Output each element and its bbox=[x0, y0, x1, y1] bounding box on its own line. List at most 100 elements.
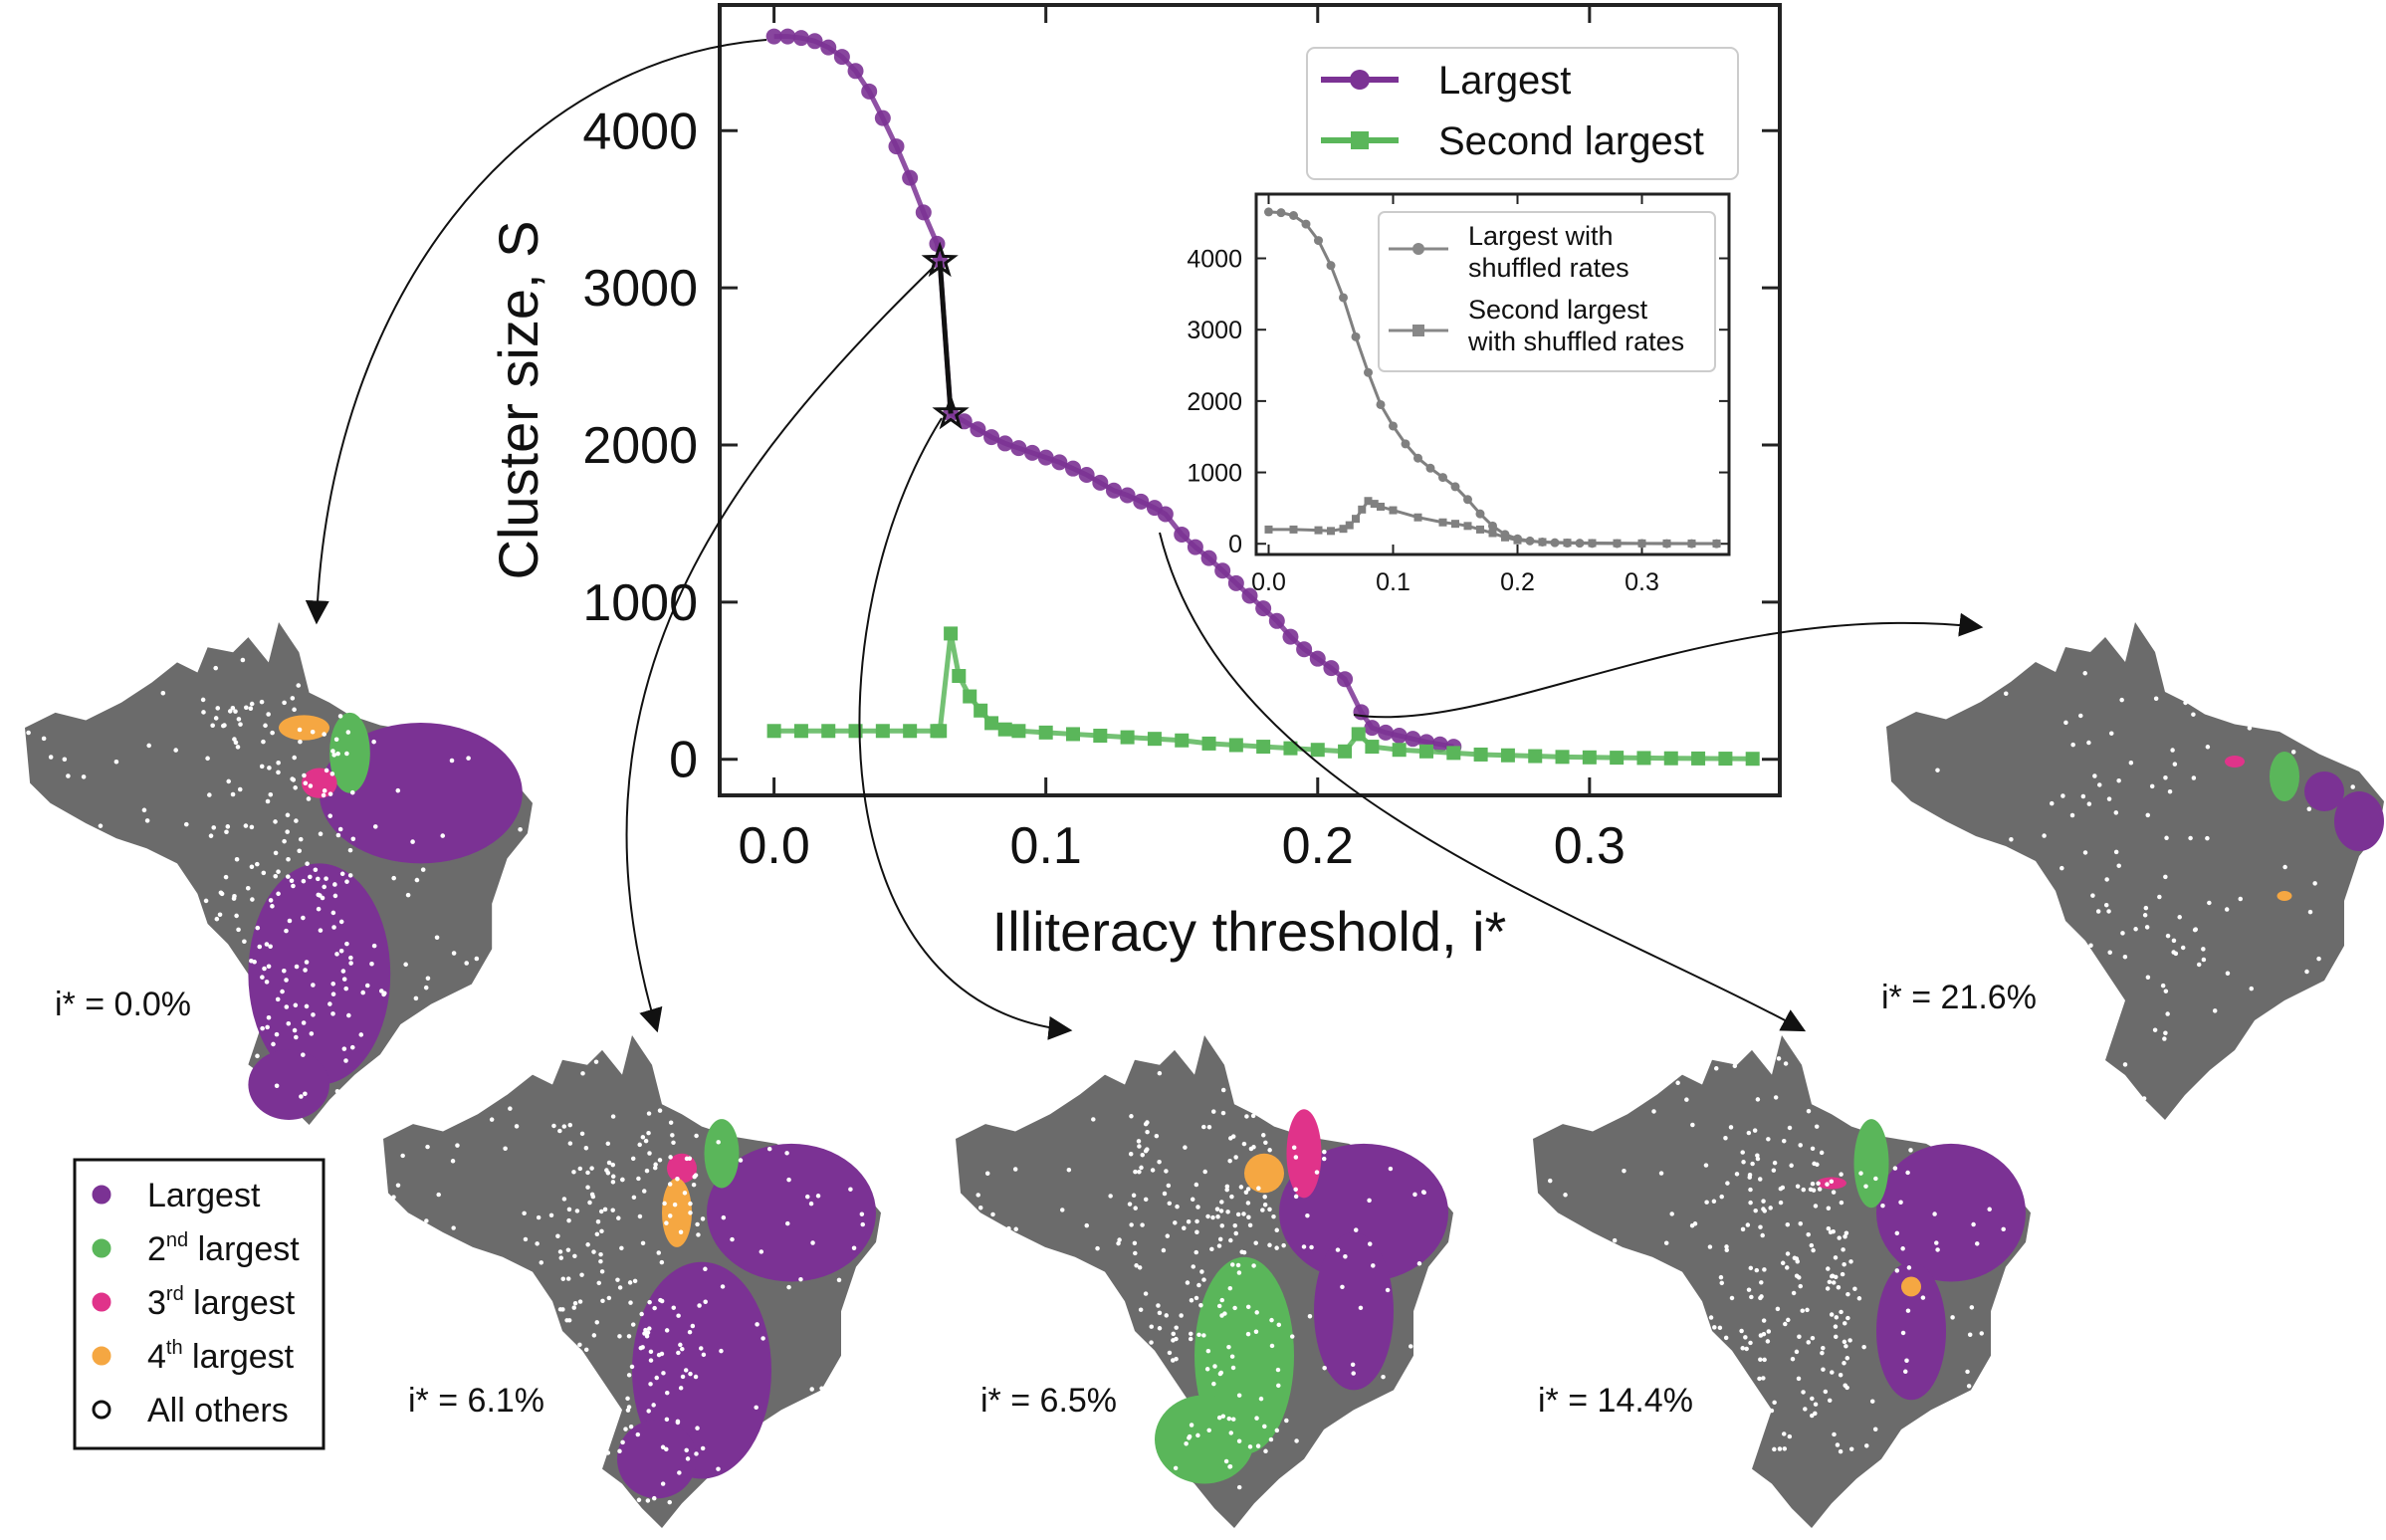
municipality-dot bbox=[616, 1215, 621, 1220]
municipality-dot bbox=[2122, 1062, 2128, 1067]
municipality-dot bbox=[201, 710, 206, 715]
municipality-dot bbox=[535, 1241, 540, 1246]
municipality-dot bbox=[334, 952, 339, 957]
municipality-dot bbox=[2063, 720, 2068, 726]
municipality-dot bbox=[1810, 1146, 1816, 1152]
municipality-dot bbox=[2109, 731, 2114, 736]
municipality-dot bbox=[1351, 1371, 1356, 1376]
legend-label-second: Second largest bbox=[1438, 119, 1704, 163]
municipality-dot bbox=[1229, 1354, 1235, 1359]
series-1-point-41 bbox=[1718, 752, 1733, 767]
municipality-dot bbox=[2092, 773, 2097, 778]
inset-series-0-point-14 bbox=[1438, 473, 1447, 483]
series-1-point-4 bbox=[875, 724, 890, 739]
municipality-dot bbox=[721, 1214, 727, 1220]
municipality-dot bbox=[316, 876, 321, 882]
municipality-dot bbox=[1127, 1202, 1133, 1207]
municipality-dot bbox=[645, 1330, 651, 1335]
municipality-dot bbox=[1905, 1308, 1911, 1313]
municipality-dot bbox=[301, 915, 306, 921]
municipality-dot bbox=[425, 1144, 430, 1150]
municipality-dot bbox=[1758, 1357, 1763, 1362]
municipality-dot bbox=[1275, 1367, 1281, 1373]
municipality-dot bbox=[1900, 1330, 1906, 1336]
municipality-dot bbox=[1783, 1061, 1789, 1066]
municipality-dot bbox=[1856, 1296, 1862, 1301]
municipality-dot bbox=[667, 1499, 672, 1505]
municipality-dot bbox=[26, 730, 31, 736]
municipality-dot bbox=[1198, 1303, 1203, 1308]
municipality-dot bbox=[1271, 1213, 1276, 1219]
municipality-dot bbox=[648, 1358, 654, 1363]
municipality-dot bbox=[1243, 1190, 1249, 1195]
municipality-dot bbox=[703, 1266, 708, 1272]
municipality-dot bbox=[1814, 1124, 1820, 1129]
main-axis-ticks: 0.0 0.1 0.2 0.3 0 1000 2000 3000 4000 bbox=[582, 5, 1780, 875]
municipality-dot bbox=[1262, 1195, 1267, 1200]
municipality-dot bbox=[1711, 1199, 1717, 1204]
municipality-dot bbox=[1196, 1332, 1201, 1338]
municipality-dot bbox=[1084, 1222, 1089, 1228]
municipality-dot bbox=[347, 873, 353, 878]
municipality-dot bbox=[2238, 896, 2243, 902]
municipality-dot bbox=[990, 1211, 995, 1217]
brazil-map-2 bbox=[956, 1035, 1453, 1528]
series-1-point-9 bbox=[952, 669, 967, 684]
municipality-dot bbox=[566, 1217, 571, 1223]
cluster-second-region bbox=[328, 712, 370, 793]
municipality-dot bbox=[1906, 1265, 1912, 1270]
inset-legend-item-largest: Largest with shuffled rates bbox=[1389, 221, 1629, 283]
municipality-dot bbox=[1894, 1230, 1900, 1236]
municipality-dot bbox=[1219, 1223, 1224, 1228]
municipality-dot bbox=[860, 1221, 865, 1227]
series-1-point-1 bbox=[793, 724, 808, 739]
municipality-dot bbox=[309, 1031, 315, 1036]
municipality-dot bbox=[1744, 1346, 1749, 1352]
municipality-dot bbox=[784, 1151, 789, 1156]
municipality-dot bbox=[720, 1284, 726, 1289]
inset-legend-item-second: Second largest with shuffled rates bbox=[1389, 295, 1684, 356]
municipality-dot bbox=[1254, 1416, 1259, 1421]
municipality-dot bbox=[1669, 1211, 1674, 1216]
series-1-point-37 bbox=[1610, 751, 1625, 766]
municipality-dot bbox=[259, 699, 265, 705]
municipality-dot bbox=[522, 1210, 527, 1216]
municipality-dot bbox=[284, 978, 289, 983]
municipality-dot bbox=[1806, 1109, 1812, 1114]
municipality-dot bbox=[1236, 1438, 1242, 1443]
municipality-dot bbox=[2095, 909, 2101, 914]
municipality-dot bbox=[268, 944, 273, 950]
municipality-dot bbox=[653, 1162, 658, 1168]
municipality-dot bbox=[808, 1201, 814, 1207]
municipality-dot bbox=[1827, 1398, 1833, 1404]
municipality-dot bbox=[263, 723, 268, 729]
series-0-point-32 bbox=[1187, 539, 1203, 555]
municipality-dot bbox=[2193, 927, 2198, 932]
municipality-dot bbox=[591, 1249, 596, 1254]
municipality-dot bbox=[303, 1091, 308, 1097]
municipality-dot bbox=[2167, 788, 2173, 794]
municipality-dot bbox=[1214, 1207, 1220, 1211]
municipality-dot bbox=[1157, 1310, 1163, 1316]
municipality-dot bbox=[2282, 864, 2287, 870]
municipality-dot bbox=[1157, 1159, 1162, 1165]
municipality-dot bbox=[62, 757, 68, 762]
municipality-dot bbox=[617, 1334, 622, 1339]
municipality-dot bbox=[1548, 1178, 1553, 1184]
municipality-dot bbox=[671, 1140, 676, 1146]
cluster-fourth-region bbox=[2277, 891, 2292, 901]
municipality-dot bbox=[321, 792, 326, 798]
municipality-dot bbox=[656, 1352, 662, 1358]
municipality-dot bbox=[2350, 784, 2355, 789]
inset-chart: 0.0 0.1 0.2 0.3 0 1000 2000 3000 4000 Largest wi… bbox=[1187, 192, 1731, 596]
x-tick-label-2: 0.2 bbox=[1282, 817, 1354, 875]
municipality-dot bbox=[1863, 1184, 1868, 1189]
plot-frame bbox=[718, 3, 1782, 797]
municipality-dot bbox=[451, 1225, 456, 1230]
series-0-point-48 bbox=[1405, 731, 1421, 748]
municipality-dot bbox=[1232, 1305, 1237, 1311]
municipality-dot bbox=[1765, 1339, 1771, 1344]
municipality-dot bbox=[211, 825, 217, 830]
municipality-dot bbox=[678, 1342, 683, 1348]
municipality-dot bbox=[267, 766, 272, 770]
